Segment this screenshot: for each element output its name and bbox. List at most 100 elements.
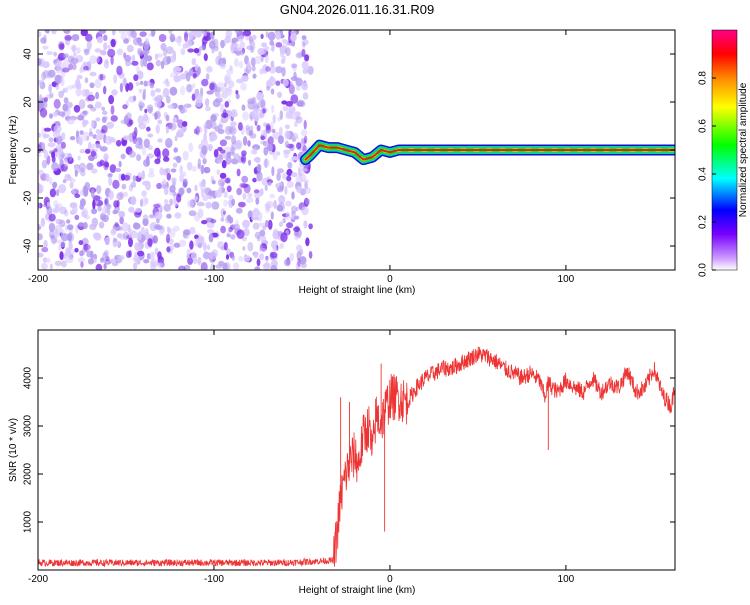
noise-blob bbox=[128, 150, 136, 158]
noise-blob bbox=[188, 210, 197, 217]
noise-blob bbox=[178, 239, 187, 247]
noise-blob bbox=[157, 251, 162, 260]
noise-blob bbox=[199, 45, 207, 51]
noise-blob bbox=[169, 86, 178, 96]
noise-blob bbox=[224, 177, 231, 184]
noise-blob bbox=[153, 203, 161, 209]
x-tick-label: -100 bbox=[204, 274, 224, 285]
noise-blob bbox=[138, 100, 144, 106]
noise-blob bbox=[295, 261, 301, 270]
noise-blob bbox=[119, 82, 123, 93]
noise-blob bbox=[259, 243, 263, 251]
noise-blob bbox=[186, 248, 191, 256]
noise-blob bbox=[104, 198, 108, 205]
noise-blob bbox=[211, 180, 216, 185]
noise-blob bbox=[71, 189, 76, 196]
noise-blob bbox=[82, 131, 90, 142]
noise-blob bbox=[42, 61, 50, 69]
noise-blob bbox=[296, 142, 302, 150]
noise-blob bbox=[154, 100, 162, 108]
noise-blob bbox=[63, 53, 69, 59]
noise-blob bbox=[197, 208, 204, 219]
noise-blob bbox=[165, 95, 171, 104]
noise-blob bbox=[114, 255, 118, 261]
noise-blob bbox=[191, 165, 197, 172]
noise-blob bbox=[231, 198, 236, 206]
noise-blob bbox=[79, 130, 84, 136]
noise-blob bbox=[92, 222, 96, 229]
noise-blob bbox=[64, 87, 69, 93]
noise-blob bbox=[266, 144, 274, 152]
noise-blob bbox=[175, 155, 182, 164]
noise-blob bbox=[40, 37, 46, 44]
noise-blob bbox=[206, 66, 213, 73]
noise-blob bbox=[69, 181, 74, 189]
noise-blob bbox=[48, 222, 56, 233]
noise-blob bbox=[45, 30, 50, 35]
noise-blob bbox=[197, 66, 201, 76]
noise-blob bbox=[131, 60, 139, 66]
noise-blob bbox=[202, 242, 207, 250]
noise-blob bbox=[267, 181, 272, 186]
noise-blob bbox=[291, 135, 299, 140]
noise-blob bbox=[285, 100, 293, 107]
noise-blob bbox=[278, 195, 286, 204]
noise-blob bbox=[184, 32, 188, 42]
noise-blob bbox=[226, 214, 232, 222]
noise-blob bbox=[179, 104, 185, 115]
noise-blob bbox=[99, 73, 104, 81]
noise-blob bbox=[62, 179, 66, 184]
noise-blob bbox=[285, 109, 293, 119]
noise-blob bbox=[134, 251, 138, 262]
noise-blob bbox=[92, 199, 96, 210]
noise-blob bbox=[128, 206, 135, 213]
noise-blob bbox=[38, 225, 42, 230]
noise-blob bbox=[297, 99, 305, 106]
noise-blob bbox=[191, 58, 197, 65]
noise-blob bbox=[182, 121, 188, 127]
noise-blob bbox=[276, 204, 284, 212]
noise-blob bbox=[301, 48, 306, 58]
noise-blob bbox=[302, 42, 306, 48]
noise-blob bbox=[179, 73, 188, 80]
noise-blob bbox=[83, 110, 89, 116]
noise-blob bbox=[265, 125, 272, 134]
noise-blob bbox=[224, 76, 230, 84]
noise-blob bbox=[52, 183, 57, 190]
noise-blob bbox=[156, 94, 164, 100]
noise-blob bbox=[148, 32, 152, 37]
noise-blob bbox=[64, 34, 72, 41]
noise-blob bbox=[95, 128, 101, 135]
noise-blob bbox=[46, 51, 54, 56]
noise-blob bbox=[209, 252, 217, 260]
noise-blob bbox=[82, 222, 88, 230]
noise-blob bbox=[258, 248, 267, 253]
noise-blob bbox=[223, 82, 228, 88]
noise-blob bbox=[144, 108, 148, 114]
noise-blob bbox=[107, 48, 116, 58]
noise-blob bbox=[188, 142, 193, 153]
noise-blob bbox=[242, 192, 247, 200]
noise-blob bbox=[230, 234, 236, 240]
noise-blob bbox=[173, 67, 182, 72]
noise-blob bbox=[301, 167, 308, 172]
noise-blob bbox=[38, 233, 43, 241]
noise-blob bbox=[195, 93, 203, 104]
noise-blob bbox=[48, 83, 52, 93]
noise-blob bbox=[202, 194, 209, 202]
noise-blob bbox=[78, 99, 86, 110]
noise-blob bbox=[261, 42, 267, 48]
noise-blob bbox=[231, 113, 236, 118]
noise-blob bbox=[234, 58, 239, 67]
noise-blob bbox=[223, 191, 228, 198]
noise-blob bbox=[62, 103, 69, 112]
noise-blob bbox=[154, 211, 163, 221]
x-tick-label: 0 bbox=[387, 274, 393, 285]
noise-blob bbox=[140, 80, 144, 85]
colorbar: 0.0 0.2 0.4 0.6 0.8 Normalized spectral ampl… bbox=[698, 29, 749, 277]
noise-blob bbox=[275, 183, 280, 188]
noise-blob bbox=[157, 138, 163, 143]
noise-blob bbox=[169, 122, 177, 131]
noise-blob bbox=[247, 140, 251, 147]
noise-blob bbox=[237, 35, 244, 42]
